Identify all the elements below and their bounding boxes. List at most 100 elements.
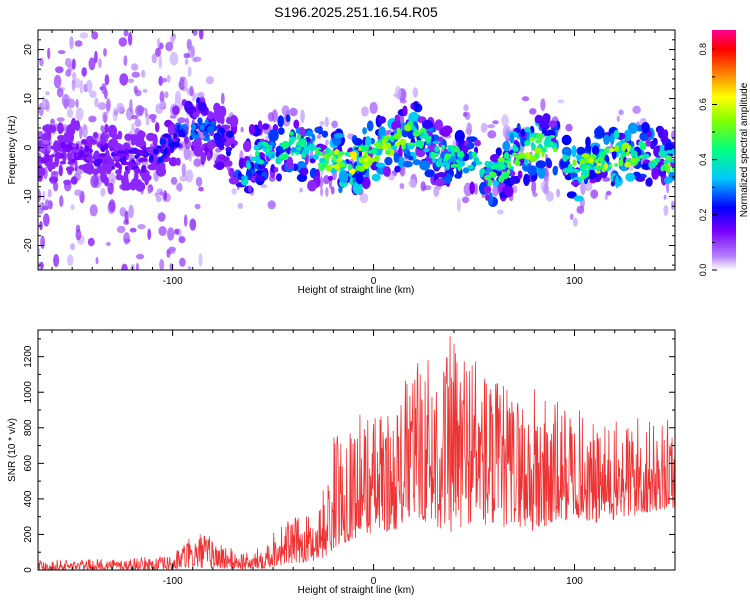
heat-cell (127, 32, 133, 46)
heat-cell (134, 118, 142, 128)
heat-cell (89, 90, 97, 98)
heat-cell (94, 97, 99, 108)
heat-cell (228, 117, 238, 124)
heat-cell (86, 161, 91, 174)
heat-cell (459, 160, 465, 167)
heat-cell (420, 132, 426, 137)
heat-cell (187, 266, 192, 270)
heat-cell (450, 164, 455, 168)
heat-cell (192, 30, 198, 36)
heat-cell (514, 146, 519, 153)
heat-cell (451, 147, 455, 155)
heat-cell (131, 71, 141, 78)
heat-cell (512, 152, 517, 157)
heat-cell (419, 145, 423, 149)
heat-cell (657, 127, 666, 139)
heat-cell (104, 123, 109, 133)
heat-cell (100, 125, 105, 132)
heat-cell (82, 129, 88, 137)
heat-cell (81, 67, 87, 77)
heat-cell (131, 115, 139, 120)
heat-cell (583, 169, 590, 175)
heat-cell (184, 100, 194, 113)
heat-cell (159, 191, 164, 196)
heat-cell (321, 130, 329, 138)
heat-cell (300, 109, 305, 123)
heat-cell (319, 121, 325, 126)
heat-cell (220, 92, 225, 105)
heat-cell (609, 133, 615, 145)
heat-cell (159, 138, 166, 146)
heat-cell (197, 101, 207, 112)
heat-cell (654, 157, 661, 163)
heat-cell (131, 147, 139, 154)
heat-cell (40, 235, 45, 249)
heat-cell (56, 88, 64, 98)
heat-cell (115, 173, 123, 181)
heat-cell (193, 158, 202, 167)
heat-cell (184, 78, 188, 91)
heat-cell (124, 165, 129, 171)
heat-cell (437, 157, 443, 164)
heat-cell (123, 30, 129, 37)
heat-cell (604, 193, 608, 201)
heat-cell (396, 127, 401, 133)
heat-cell (60, 141, 66, 149)
y-tick-label: 600 (23, 455, 34, 472)
heat-cell (112, 134, 120, 140)
heat-cell (103, 113, 107, 124)
heat-cell (131, 178, 138, 190)
heat-cell (127, 78, 135, 84)
heat-cell (495, 147, 502, 157)
heat-cell (73, 149, 80, 153)
heat-cell (79, 125, 83, 140)
colorbar-tick-label: 0.4 (698, 153, 708, 166)
heat-cell (159, 90, 165, 103)
heat-cell (544, 175, 549, 185)
heat-cell (170, 176, 178, 185)
heat-cell (258, 145, 263, 150)
heat-cell (133, 168, 142, 174)
heat-cell (242, 140, 252, 152)
heat-cell (359, 193, 369, 204)
colorbar-gradient (712, 30, 736, 270)
heat-cell (47, 189, 52, 198)
heat-cell (602, 177, 611, 182)
heat-cell (347, 164, 353, 170)
snr-background (38, 330, 675, 570)
heat-cell (164, 147, 168, 155)
heat-cell (187, 66, 192, 77)
heat-cell (168, 157, 178, 167)
heat-cell (479, 168, 486, 176)
heat-cell (440, 144, 446, 150)
heat-cell (408, 178, 417, 188)
heat-cell (537, 133, 545, 139)
heat-cell (53, 254, 60, 267)
heat-cell (65, 69, 72, 77)
heat-cell (281, 140, 290, 149)
heat-cell (183, 53, 191, 59)
heat-cell (277, 127, 285, 135)
heat-cell (177, 117, 187, 124)
heat-cell (246, 162, 251, 170)
heat-cell (84, 145, 90, 153)
heat-cell (596, 165, 604, 169)
heat-cell (217, 124, 222, 130)
heat-cell (352, 181, 363, 195)
heat-cell (62, 150, 67, 163)
heat-cell (41, 133, 51, 142)
heat-cell (456, 148, 461, 155)
heat-cell (461, 144, 469, 154)
heat-cell (641, 122, 650, 134)
heat-cell (394, 141, 401, 147)
heat-cell (71, 72, 77, 80)
heat-cell (627, 122, 638, 134)
heat-cell (142, 174, 152, 182)
heat-cell (285, 114, 291, 122)
heat-cell (335, 158, 343, 163)
heat-cell (67, 161, 73, 165)
heat-cell (70, 176, 78, 185)
heat-cell (161, 77, 168, 83)
heat-cell (371, 173, 381, 182)
